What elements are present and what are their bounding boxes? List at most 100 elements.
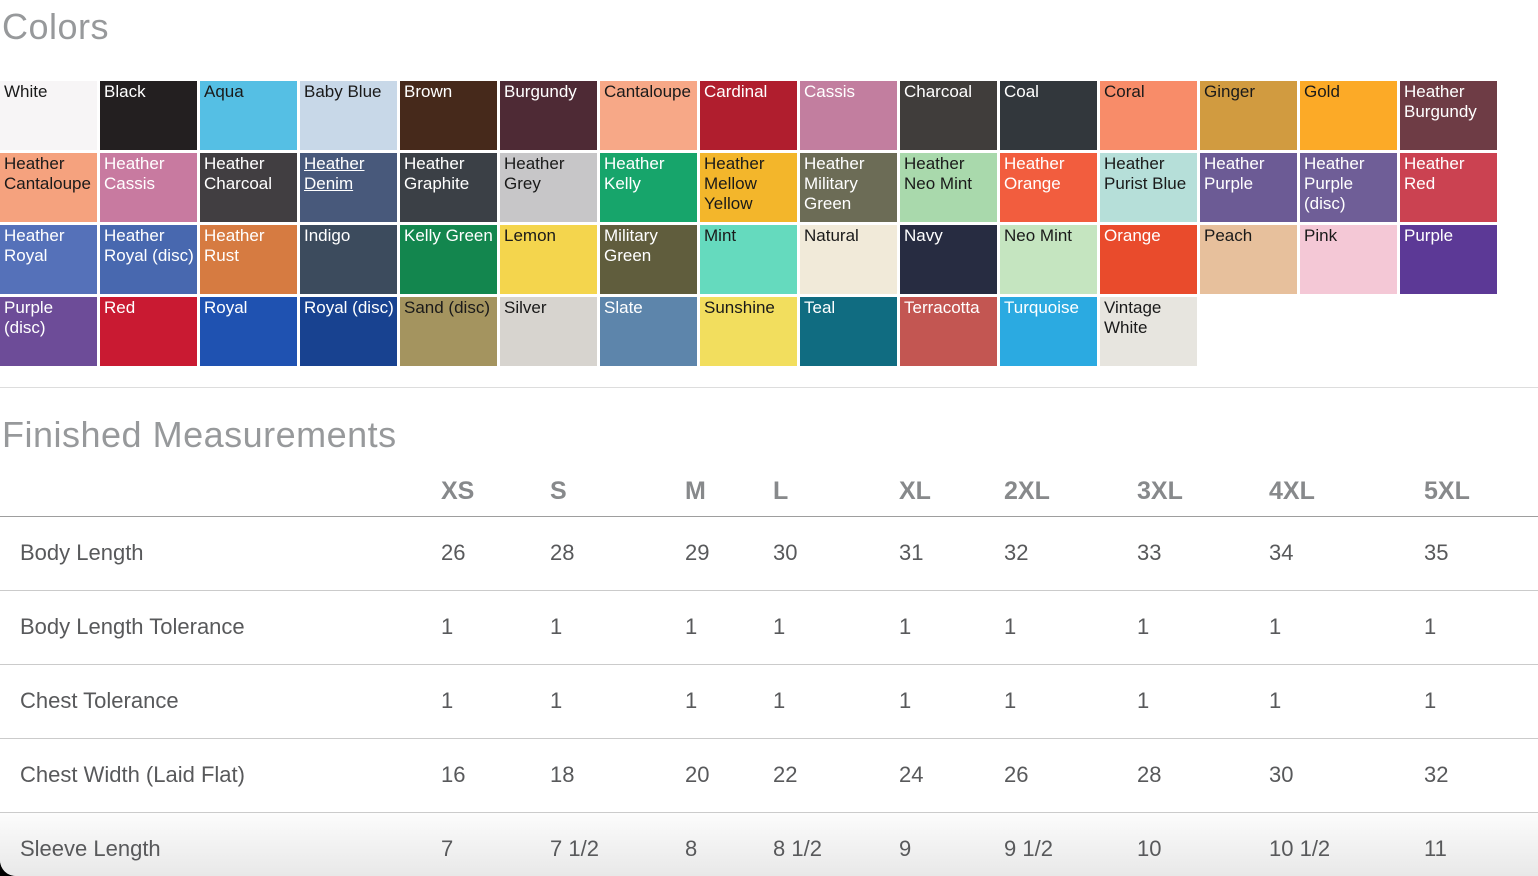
swatch-label: Heather Neo Mint (904, 154, 973, 193)
color-swatch[interactable]: Teal (800, 297, 897, 366)
color-swatch[interactable]: Royal (disc) (300, 297, 397, 366)
color-swatch[interactable]: Ginger (1200, 81, 1297, 150)
swatch-label: Natural (804, 226, 859, 245)
color-swatch[interactable]: Sunshine (700, 297, 797, 366)
measurement-value: 10 (1137, 812, 1269, 876)
measurement-value: 1 (550, 664, 685, 739)
size-column-header: XL (899, 468, 1004, 517)
measurement-value: 1 (685, 590, 773, 665)
color-swatch[interactable]: Heather Royal (disc) (100, 225, 197, 294)
color-swatch[interactable]: Heather Grey (500, 153, 597, 222)
color-swatch[interactable]: Neo Mint (1000, 225, 1097, 294)
color-swatch[interactable]: Heather Graphite (400, 153, 497, 222)
color-swatch[interactable]: Slate (600, 297, 697, 366)
color-swatch[interactable]: Heather Kelly (600, 153, 697, 222)
color-swatch[interactable]: Lemon (500, 225, 597, 294)
color-swatch[interactable]: Heather Royal (0, 225, 97, 294)
color-swatch[interactable]: White (0, 81, 97, 150)
color-swatch[interactable]: Gold (1300, 81, 1397, 150)
measurement-value: 34 (1269, 516, 1424, 591)
color-swatch[interactable]: Turquoise (1000, 297, 1097, 366)
color-swatch[interactable]: Purple (disc) (0, 297, 97, 366)
color-swatch[interactable]: Natural (800, 225, 897, 294)
size-column-header: M (685, 468, 773, 517)
color-swatch[interactable]: Heather Cassis (100, 153, 197, 222)
measurement-value: 20 (685, 738, 773, 813)
size-column-header: L (773, 468, 899, 517)
color-swatch[interactable]: Heather Red (1400, 153, 1497, 222)
color-swatch[interactable]: Heather Mellow Yellow (700, 153, 797, 222)
color-swatch[interactable]: Pink (1300, 225, 1397, 294)
color-swatch[interactable]: Cantaloupe (600, 81, 697, 150)
color-swatch[interactable]: Terracotta (900, 297, 997, 366)
color-swatch[interactable]: Coral (1100, 81, 1197, 150)
color-swatch[interactable]: Heather Military Green (800, 153, 897, 222)
color-swatch[interactable]: Military Green (600, 225, 697, 294)
size-header-row: XS S M L XL 2XL 3XL 4XL 5XL (0, 468, 1538, 517)
color-swatch[interactable]: Brown (400, 81, 497, 150)
color-swatch[interactable]: Heather Purple (1200, 153, 1297, 222)
measurement-value: 1 (899, 664, 1004, 739)
size-column-header: 2XL (1004, 468, 1137, 517)
swatch-label: Baby Blue (304, 82, 382, 101)
color-swatch[interactable]: Heather Purist Blue (1100, 153, 1197, 222)
measurement-value: 1 (550, 590, 685, 665)
colors-heading: Colors (2, 6, 110, 47)
color-swatch[interactable]: Baby Blue (300, 81, 397, 150)
color-swatch[interactable]: Coal (1000, 81, 1097, 150)
color-swatch[interactable]: Orange (1100, 225, 1197, 294)
color-swatch[interactable]: Heather Rust (200, 225, 297, 294)
swatch-label: Heather Orange (1004, 154, 1065, 193)
measurement-value: 30 (1269, 738, 1424, 813)
color-swatch[interactable]: Mint (700, 225, 797, 294)
color-swatch[interactable]: Black (100, 81, 197, 150)
color-swatch[interactable]: Kelly Green (400, 225, 497, 294)
color-swatch[interactable]: Charcoal (900, 81, 997, 150)
measurement-value: 1 (1424, 664, 1538, 739)
color-swatch[interactable]: Heather Neo Mint (900, 153, 997, 222)
color-swatch[interactable]: Sand (disc) (400, 297, 497, 366)
color-swatch[interactable]: Heather Burgundy (1400, 81, 1497, 150)
measurement-value: 7 1/2 (550, 812, 685, 876)
size-column-header: 4XL (1269, 468, 1424, 517)
measurement-value: 30 (773, 516, 899, 591)
swatch-label: Peach (1204, 226, 1253, 245)
measurement-value: 1 (1004, 664, 1137, 739)
swatch-label: Cantaloupe (604, 82, 691, 101)
color-swatch[interactable]: Heather Charcoal (200, 153, 297, 222)
measurement-value: 9 (899, 812, 1004, 876)
measurement-row: Body Length Tolerance 1 1 1 1 1 1 1 1 1 (0, 590, 1538, 665)
color-swatch[interactable]: Heather Cantaloupe (0, 153, 97, 222)
swatch-label: Purple (1404, 226, 1454, 245)
measurement-value: 33 (1137, 516, 1269, 591)
measurement-value: 29 (685, 516, 773, 591)
measurement-value: 8 (685, 812, 773, 876)
measurement-value: 35 (1424, 516, 1538, 591)
measurement-row: Chest Tolerance 1 1 1 1 1 1 1 1 1 (0, 664, 1538, 739)
swatch-label: Black (104, 82, 146, 101)
swatch-label: Heather Cantaloupe (4, 154, 91, 193)
color-swatch[interactable]: Heather Denim (300, 153, 397, 222)
color-swatch[interactable]: Heather Orange (1000, 153, 1097, 222)
color-swatch[interactable]: Heather Purple (disc) (1300, 153, 1397, 222)
color-swatch[interactable]: Indigo (300, 225, 397, 294)
color-swatch[interactable]: Royal (200, 297, 297, 366)
color-swatch[interactable]: Cassis (800, 81, 897, 150)
color-swatch[interactable]: Peach (1200, 225, 1297, 294)
swatch-label: Pink (1304, 226, 1338, 245)
measurement-value: 24 (899, 738, 1004, 813)
swatch-label: Heather Burgundy (1404, 82, 1477, 121)
swatch-label: Coal (1004, 82, 1039, 101)
color-swatch[interactable]: Silver (500, 297, 597, 366)
swatch-label: Heather Rust (204, 226, 265, 265)
color-swatch[interactable]: Aqua (200, 81, 297, 150)
color-swatch[interactable]: Navy (900, 225, 997, 294)
color-swatch[interactable]: Vintage White (1100, 297, 1197, 366)
color-swatch[interactable]: Cardinal (700, 81, 797, 150)
measurement-value: 1 (441, 590, 550, 665)
color-swatch[interactable]: Burgundy (500, 81, 597, 150)
swatch-label: Gold (1304, 82, 1340, 101)
swatch-label: Heather Charcoal (204, 154, 273, 193)
color-swatch[interactable]: Purple (1400, 225, 1497, 294)
color-swatch[interactable]: Red (100, 297, 197, 366)
